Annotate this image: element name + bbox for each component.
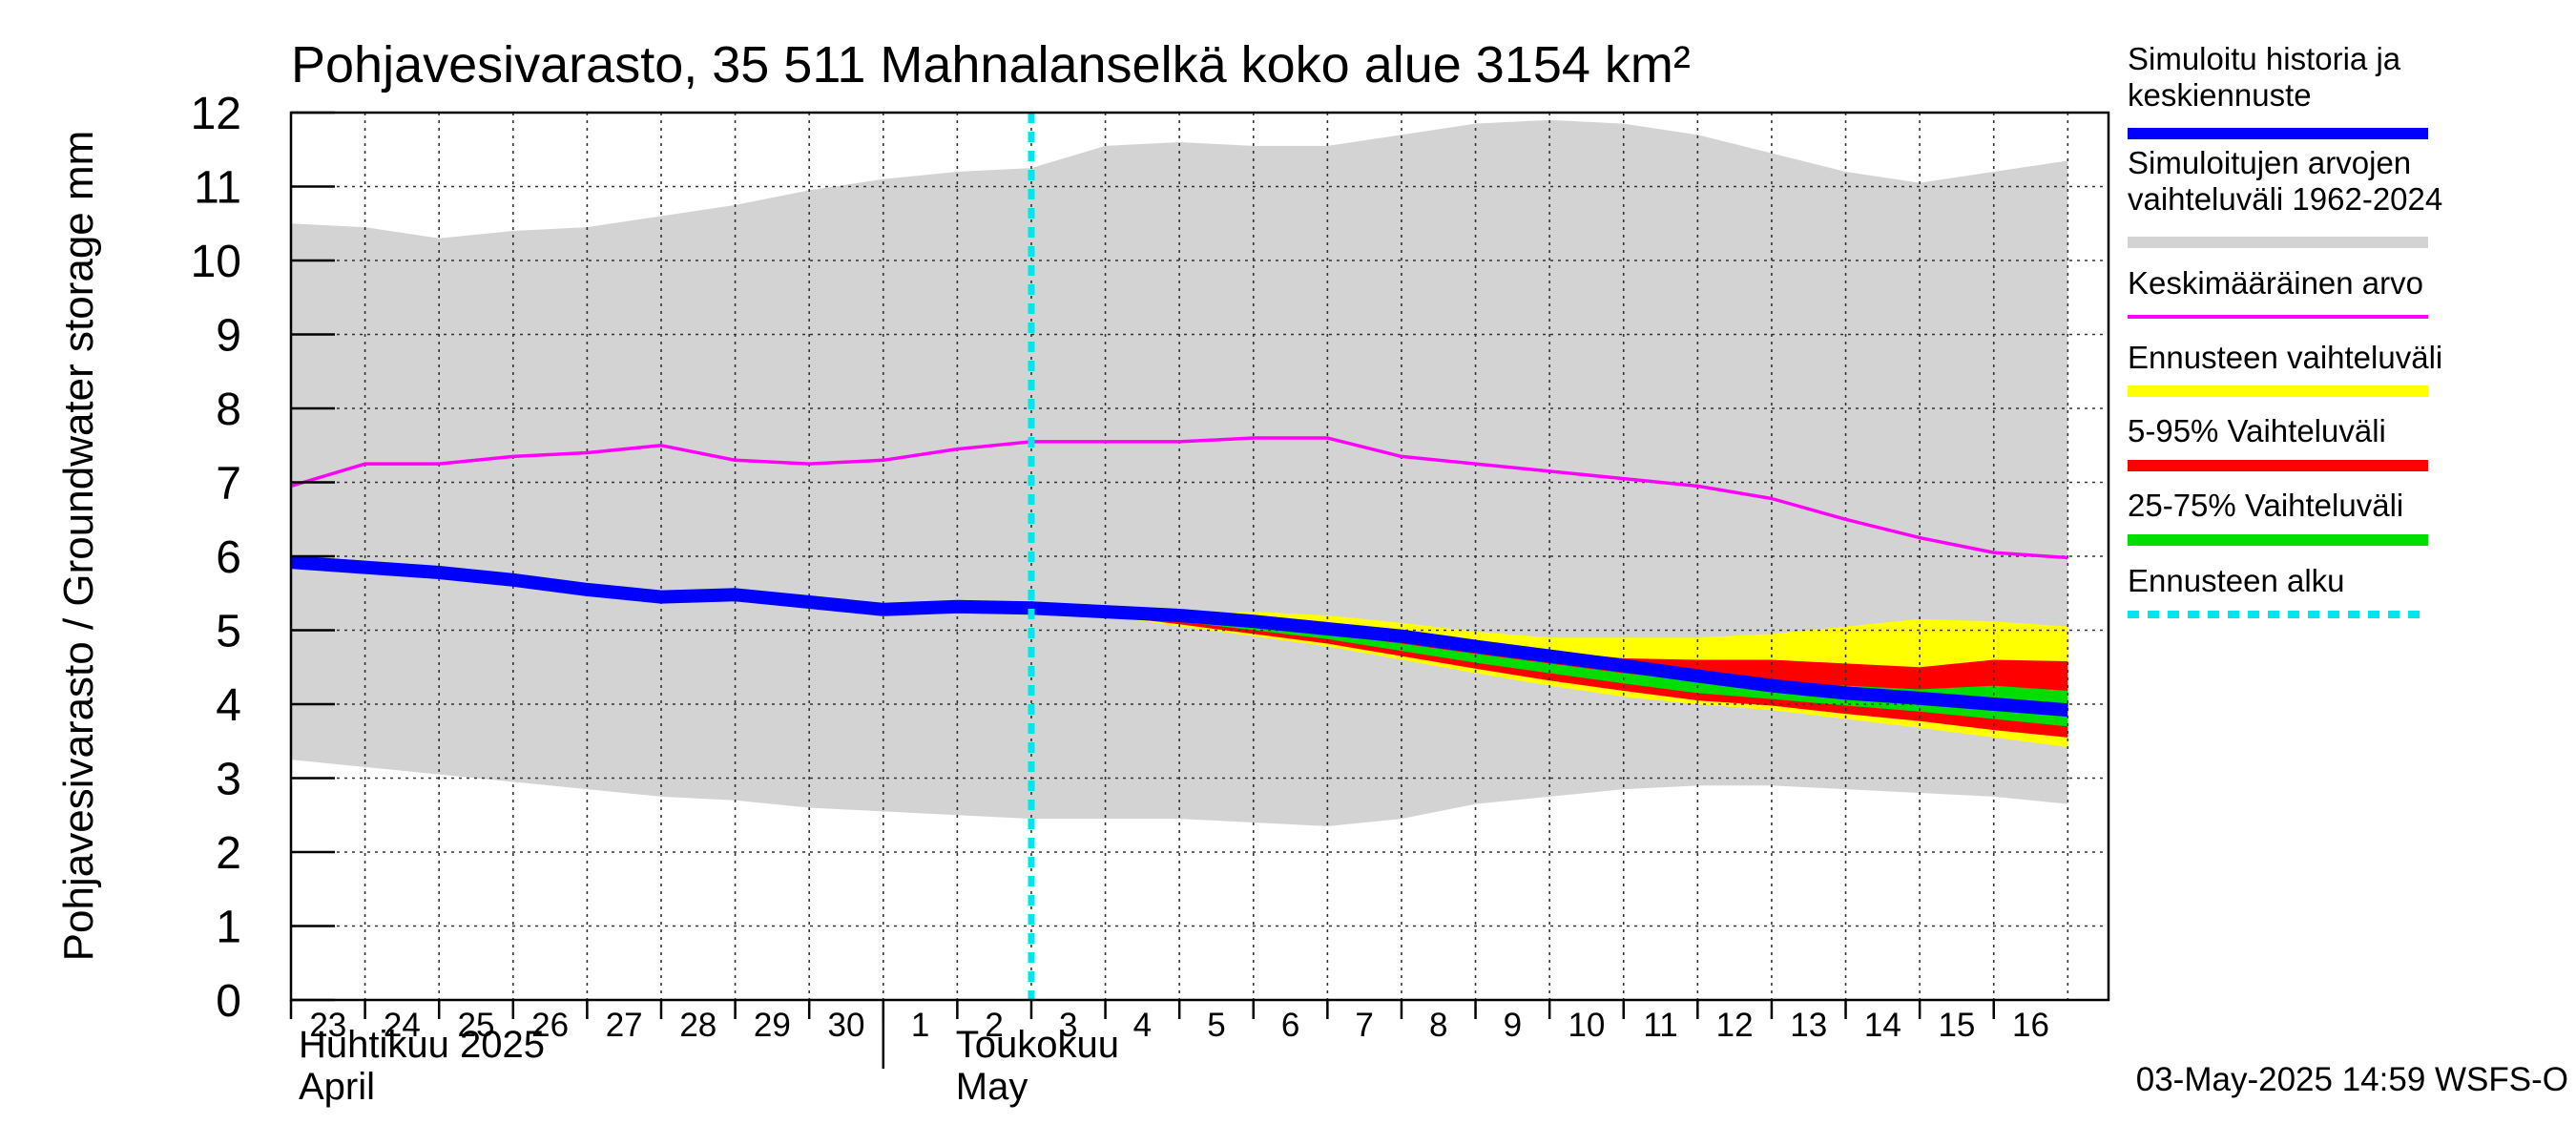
x-tick-label: 1 [911,1007,929,1044]
legend-entry: Ennusteen vaihteluväli [2128,340,2442,397]
x-tick-label: 24 [384,1007,421,1044]
y-tick-label: 1 [216,903,241,953]
y-tick-label: 9 [216,311,241,362]
x-tick-label: 25 [458,1007,495,1044]
y-tick-label: 2 [216,828,241,879]
y-axis-label: Pohjavesivarasto / Groundwater storage m… [55,131,102,962]
legend-label: Ennusteen alku [2128,563,2345,598]
month-label-en: April [299,1066,375,1108]
footer-timestamp: 03-May-2025 14:59 WSFS-O [2136,1061,2568,1098]
y-tick-label: 10 [191,237,241,287]
x-tick-label: 29 [754,1007,791,1044]
x-tick-label: 16 [2012,1007,2049,1044]
month-label: Toukokuu [956,1024,1119,1066]
legend-label: 5-95% Vaihteluväli [2128,413,2386,448]
legend-label: 25-75% Vaihteluväli [2128,488,2403,523]
month-label: Huhtikuu 2025 [299,1024,545,1066]
x-tick-label: 26 [531,1007,569,1044]
x-tick-label: 7 [1355,1007,1373,1044]
band-series-2 [1031,609,2068,738]
legend-entry: 5-95% Vaihteluväli [2128,413,2428,471]
legend-label: Ennusteen vaihteluväli [2128,340,2442,375]
x-tick-label: 30 [828,1007,865,1044]
x-tick-label: 10 [1568,1007,1605,1044]
x-tick-label: 14 [1864,1007,1901,1044]
x-tick-label: 28 [679,1007,717,1044]
x-tick-label: 3 [1059,1007,1077,1044]
y-tick-label: 11 [194,163,241,214]
month-label-en: May [956,1066,1028,1108]
x-tick-label: 15 [1938,1007,1975,1044]
line-series-4 [290,436,2068,560]
legend-label-cont: vaihteluväli 1962-2024 [2128,181,2442,217]
x-tick-label: 9 [1504,1007,1522,1044]
legend: Simuloitu historia jakeskiennusteSimuloi… [2128,41,2442,618]
y-tick-label: 4 [216,680,241,731]
line-series-5 [290,555,2068,718]
x-tick-label: 4 [1133,1007,1152,1044]
y-tick-label: 3 [216,755,241,805]
x-tick-label: 2 [985,1007,1003,1044]
x-tick-label: 23 [309,1007,346,1044]
y-tick-label: 7 [216,459,241,510]
legend-label-cont: keskiennuste [2128,77,2312,113]
y-tick-label: 6 [216,532,241,583]
x-tick-label: 6 [1281,1007,1299,1044]
x-tick-label: 27 [606,1007,643,1044]
y-tick-label: 0 [216,976,241,1027]
x-tick-label: 12 [1716,1007,1754,1044]
chart-title: Pohjavesivarasto, 35 511 Mahnalanselkä k… [291,36,1691,94]
y-tick-label: 12 [191,89,241,139]
x-tick-label: 13 [1790,1007,1827,1044]
x-tick-label: 8 [1429,1007,1447,1044]
legend-label: Simuloitu historia ja [2128,41,2401,76]
x-tick-label: 11 [1643,1007,1677,1044]
y-tick-label: 8 [216,385,241,435]
legend-entry: Keskimääräinen arvo [2128,265,2428,319]
x-tick-label: 5 [1207,1007,1225,1044]
legend-label: Keskimääräinen arvo [2128,265,2423,301]
legend-entry: Ennusteen alku [2128,563,2428,618]
legend-entry: 25-75% Vaihteluväli [2128,488,2428,546]
y-tick-label: 5 [216,607,241,657]
lines-layer [290,113,2068,1000]
legend-label: Simuloitujen arvojen [2128,145,2411,180]
band-series-3 [1031,609,2068,727]
